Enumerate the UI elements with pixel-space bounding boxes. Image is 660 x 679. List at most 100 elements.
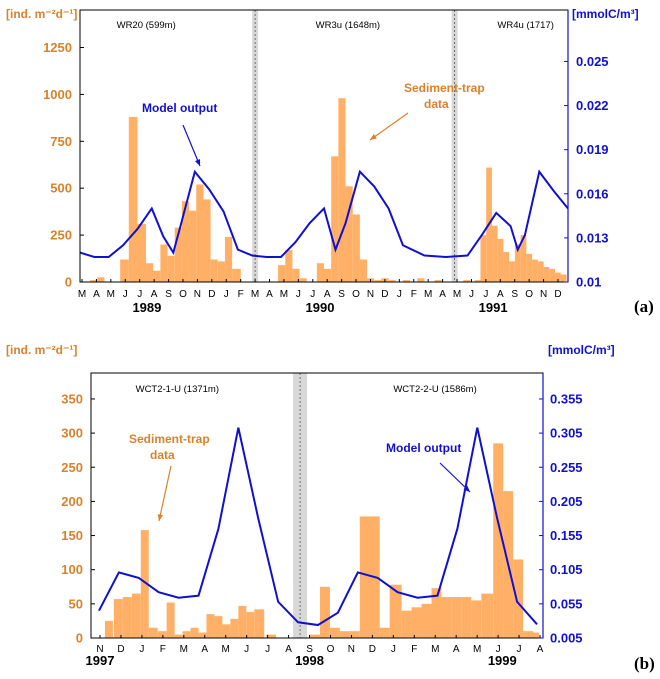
month-tick-label: M [280, 289, 288, 300]
trap-bar [560, 274, 567, 282]
sediment-trap-label: Sediment-trap [129, 432, 210, 446]
trap-bar [509, 261, 515, 282]
right-tick-label: 0.155 [550, 528, 583, 543]
month-tick-label: D [208, 289, 215, 300]
trap-bar [421, 603, 432, 638]
trap-bar [359, 259, 368, 282]
month-tick-label: J [496, 644, 501, 655]
right-tick-label: 0.355 [550, 391, 583, 406]
left-tick-label: 500 [50, 181, 72, 196]
trap-bar [122, 597, 132, 638]
trap-bar [543, 266, 550, 282]
model-line [79, 169, 569, 259]
left-tick-label: 300 [61, 426, 83, 441]
station-label: WR4u (1717) [497, 20, 554, 31]
trap-bar [316, 263, 324, 282]
trap-bar [224, 236, 233, 282]
trap-bar [471, 600, 482, 638]
trap-bar [120, 259, 129, 282]
trap-bar [532, 259, 538, 282]
trap-bar [90, 280, 98, 282]
trap-bar [434, 280, 442, 282]
trap-bar [514, 244, 521, 282]
trap-bar [182, 631, 191, 638]
trap-bar [190, 627, 199, 638]
model-arrow-shaft [439, 462, 471, 493]
month-tick-label: N [348, 644, 355, 655]
month-tick-label: O [179, 289, 187, 300]
left-tick-label: 750 [50, 134, 72, 149]
trap-bar [431, 588, 442, 638]
trap-bar [537, 261, 544, 282]
month-tick-label: F [411, 289, 417, 300]
trap-bar [254, 609, 265, 638]
month-tick-label: D [554, 289, 561, 300]
year-label: 1991 [479, 300, 508, 315]
month-tick-label: S [306, 644, 313, 655]
trap-bar [411, 607, 422, 638]
year-label: 1998 [295, 653, 324, 668]
model-arrow-head [195, 159, 201, 166]
month-tick-label: O [525, 289, 533, 300]
month-tick-label: J [517, 644, 522, 655]
trap-bar [549, 268, 556, 282]
left-axis-unit: [ind. m⁻²d⁻¹] [6, 343, 77, 357]
trap-bar [531, 632, 540, 638]
trap-bar [140, 530, 149, 638]
trap-arrow-shaft [369, 112, 409, 141]
trap-bar [148, 627, 158, 638]
panel-label: (a) [634, 297, 654, 316]
trap-bar [174, 634, 183, 638]
month-tick-label: O [327, 644, 335, 655]
trap-bar [359, 516, 380, 638]
left-tick-label: 0 [76, 631, 83, 646]
month-tick-label: F [160, 644, 166, 655]
trap-bar [497, 238, 504, 282]
month-tick-label: N [194, 289, 201, 300]
trap-bar [131, 593, 141, 638]
month-tick-label: A [201, 644, 208, 655]
station-label: WCT2-2-U (1586m) [393, 384, 476, 395]
right-tick-label: 0.016 [576, 186, 609, 201]
right-axis-unit: [mmolC/m³] [572, 7, 639, 21]
trap-bar [196, 184, 204, 282]
left-axis-unit: [ind. m⁻²d⁻¹] [6, 7, 77, 21]
station-label: WCT2-1-U (1371m) [136, 384, 219, 395]
model-arrow-head [463, 485, 470, 492]
trap-bar [324, 268, 332, 282]
trap-bar [222, 624, 231, 638]
trap-bar [481, 593, 494, 638]
month-tick-label: A [439, 289, 446, 300]
trap-bar [189, 210, 197, 282]
month-tick-label: J [391, 644, 396, 655]
month-tick-label: A [93, 289, 100, 300]
month-tick-label: D [117, 644, 124, 655]
panel-b: 0 50 100 150 200 250 300 350 0.005 0.055 0.105 0.15… [6, 343, 655, 673]
month-tick-label: J [483, 289, 488, 300]
model-output-label: Model output [386, 441, 461, 455]
left-tick-label: 250 [61, 460, 83, 475]
right-tick-label: 0.022 [576, 98, 609, 113]
month-tick-label: J [224, 289, 229, 300]
sediment-trap-label-data: data [424, 97, 449, 111]
right-tick-label: 0.055 [550, 596, 583, 611]
trap-bar [285, 250, 293, 282]
month-tick-label: A [453, 644, 460, 655]
month-tick-label: S [511, 289, 518, 300]
trap-bar [292, 268, 300, 282]
trap-bar [491, 225, 498, 282]
trap-bar [520, 235, 527, 282]
month-tick-label: F [238, 289, 244, 300]
trap-bar [331, 156, 339, 282]
trap-bar [174, 227, 182, 282]
month-tick-label: M [222, 644, 230, 655]
left-tick-label: 0 [65, 275, 72, 290]
trap-bar [329, 627, 340, 638]
trap-bar [217, 261, 225, 282]
station-label: WR20 (599m) [117, 20, 176, 31]
month-tick-label: J [397, 289, 402, 300]
left-tick-label: 250 [50, 228, 72, 243]
trap-bar [137, 223, 147, 282]
trap-bar [181, 201, 190, 282]
